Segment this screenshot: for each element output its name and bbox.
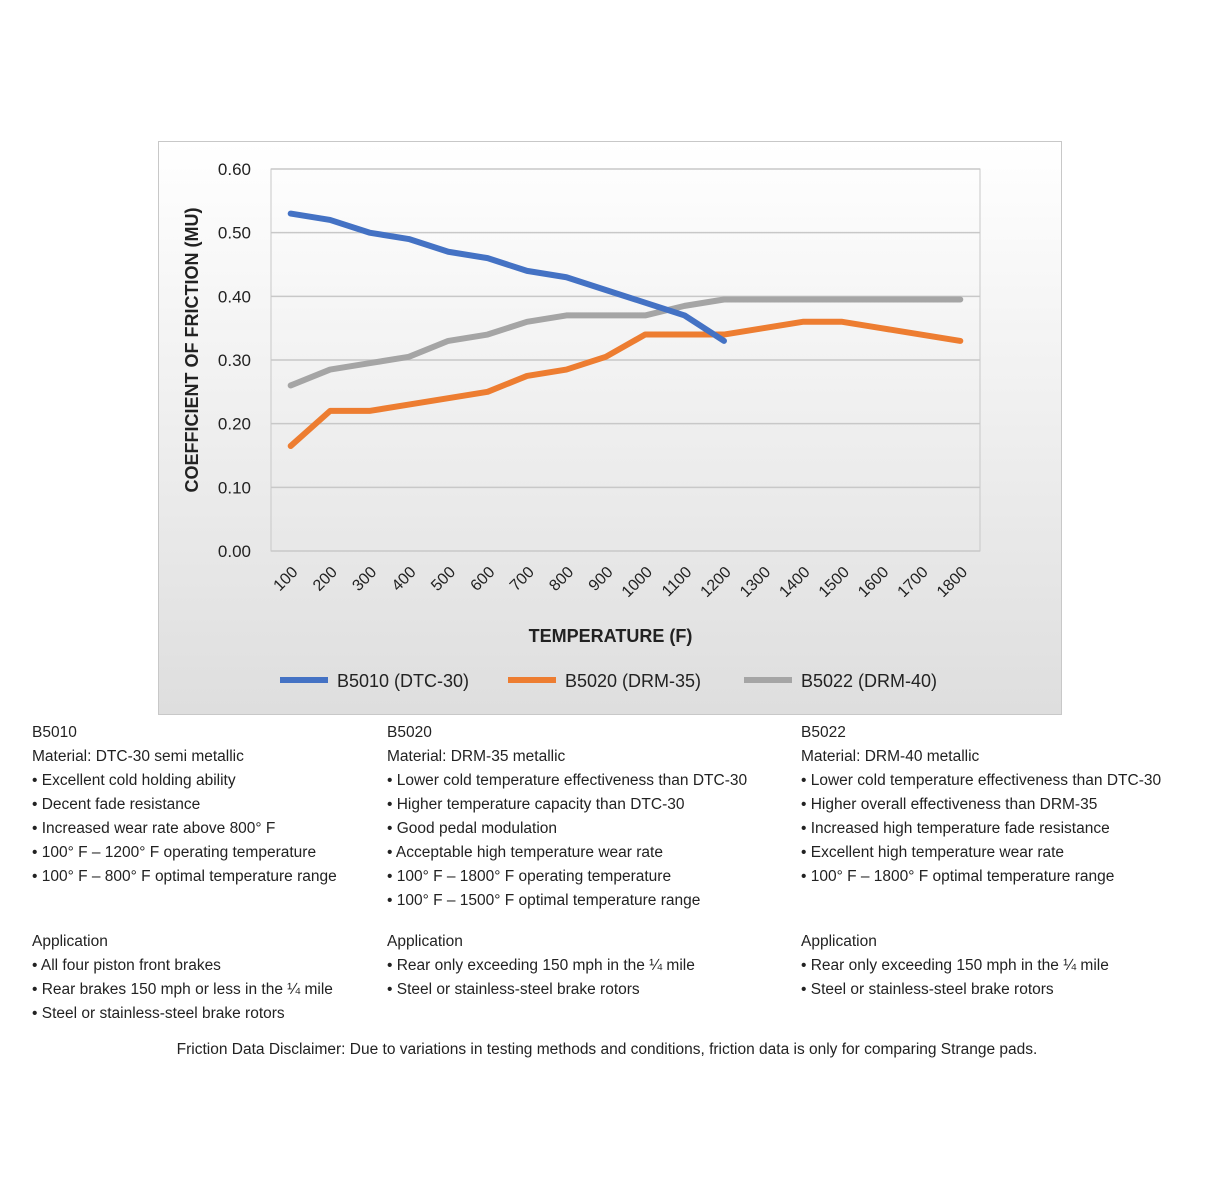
x-tick-label: 800: [546, 564, 577, 595]
x-tick-label: 1600: [855, 564, 892, 601]
series-line-b5020: [287, 318, 964, 449]
feature-bullet: • 100° F – 1800° F operating temperature: [387, 868, 672, 885]
legend-label: B5020 (DRM-35): [565, 671, 701, 691]
material-text: Material: DRM-35 metallic: [387, 748, 566, 765]
x-tick-label: 1400: [776, 564, 813, 601]
application-bullet: • Rear only exceeding 150 mph in the ¼ m…: [387, 957, 695, 974]
application-title: Application: [801, 933, 877, 950]
x-tick-label: 500: [428, 564, 459, 595]
feature-bullet: • Increased wear rate above 800° F: [32, 820, 276, 837]
feature-bullet: • 100° F – 800° F optimal temperature ra…: [32, 868, 337, 885]
x-tick-label: 1300: [737, 564, 774, 601]
feature-bullet: • Higher overall effectiveness than DRM-…: [801, 796, 1098, 813]
material-text: Material: DRM-40 metallic: [801, 748, 980, 765]
friction-chart: 0.00 0.10 0.20 0.30 0.40 0.50 0.60 100 200 300 400…: [182, 160, 981, 691]
x-tick-label: 900: [586, 564, 617, 595]
y-tick-label: 0.40: [218, 287, 251, 306]
legend-label: B5010 (DTC-30): [337, 671, 469, 691]
column-title: B5010: [32, 724, 77, 741]
application-title: Application: [32, 933, 108, 950]
material-text: Material: DTC-30 semi metallic: [32, 748, 244, 765]
y-axis-title: COEFFICIENT OF FRICTION (MU): [182, 208, 202, 493]
column-b5020: B5020 Material: DRM-35 metallic • Lower co…: [387, 721, 747, 1002]
column-b5010: B5010 Material: DTC-30 semi metallic • Exc…: [32, 721, 337, 1026]
feature-bullet: • 100° F – 1500° F optimal temperature r…: [387, 892, 701, 909]
x-tick-label: 1500: [816, 564, 853, 601]
column-b5022: B5022 Material: DRM-40 metallic • Lower co…: [801, 721, 1161, 1002]
application-bullet: • Steel or stainless-steel brake rotors: [32, 1005, 285, 1022]
x-tick-label: 700: [507, 564, 538, 595]
feature-bullet: • 100° F – 1200° F operating temperature: [32, 844, 317, 861]
x-tick-label: 1700: [895, 564, 932, 601]
application-bullet: • Rear only exceeding 150 mph in the ¼ m…: [801, 957, 1109, 974]
column-title: B5022: [801, 724, 846, 741]
x-tick-label: 1800: [934, 564, 971, 601]
application-bullet: • Rear brakes 150 mph or less in the ¼ m…: [32, 981, 333, 998]
disclaimer: Friction Data Disclaimer: Due to variati…: [176, 1041, 1038, 1058]
x-tick-label: 300: [349, 564, 380, 595]
x-tick-label: 200: [310, 564, 341, 595]
feature-bullet: • Excellent cold holding ability: [32, 772, 236, 789]
y-tick-label: 0.50: [218, 224, 251, 243]
series-line-b5022: [287, 296, 964, 389]
x-axis-title: TEMPERATURE (F): [529, 626, 693, 646]
feature-bullet: • Lower cold temperature effectiveness t…: [801, 772, 1162, 789]
x-tick-label: 400: [389, 564, 420, 595]
application-bullet: • Steel or stainless-steel brake rotors: [387, 981, 640, 998]
feature-bullet: • Lower cold temperature effectiveness t…: [387, 772, 748, 789]
x-tick-label: 600: [468, 564, 499, 595]
feature-bullet: • 100° F – 1800° F optimal temperature r…: [801, 868, 1115, 885]
application-bullet: • All four piston front brakes: [32, 957, 221, 974]
y-tick-label: 0.20: [218, 415, 251, 434]
feature-bullet: • Higher temperature capacity than DTC-3…: [387, 796, 685, 813]
application-title: Application: [387, 933, 463, 950]
y-tick-label: 0.00: [218, 542, 251, 561]
feature-bullet: • Good pedal modulation: [387, 820, 558, 837]
feature-bullet: • Decent fade resistance: [32, 796, 201, 813]
y-tick-label: 0.60: [218, 160, 251, 179]
feature-bullet: • Excellent high temperature wear rate: [801, 844, 1065, 861]
x-tick-label: 1200: [698, 564, 735, 601]
feature-bullet: • Acceptable high temperature wear rate: [387, 844, 663, 861]
x-tick-label: 1000: [619, 564, 656, 601]
legend-label: B5022 (DRM-40): [801, 671, 937, 691]
y-tick-label: 0.10: [218, 478, 251, 497]
series-line-b5010: [287, 210, 727, 344]
feature-bullet: • Increased high temperature fade resist…: [801, 820, 1110, 837]
column-title: B5020: [387, 724, 432, 741]
application-bullet: • Steel or stainless-steel brake rotors: [801, 981, 1054, 998]
x-tick-label: 100: [271, 564, 302, 595]
x-tick-label: 1100: [659, 564, 695, 600]
y-tick-label: 0.30: [218, 351, 251, 370]
